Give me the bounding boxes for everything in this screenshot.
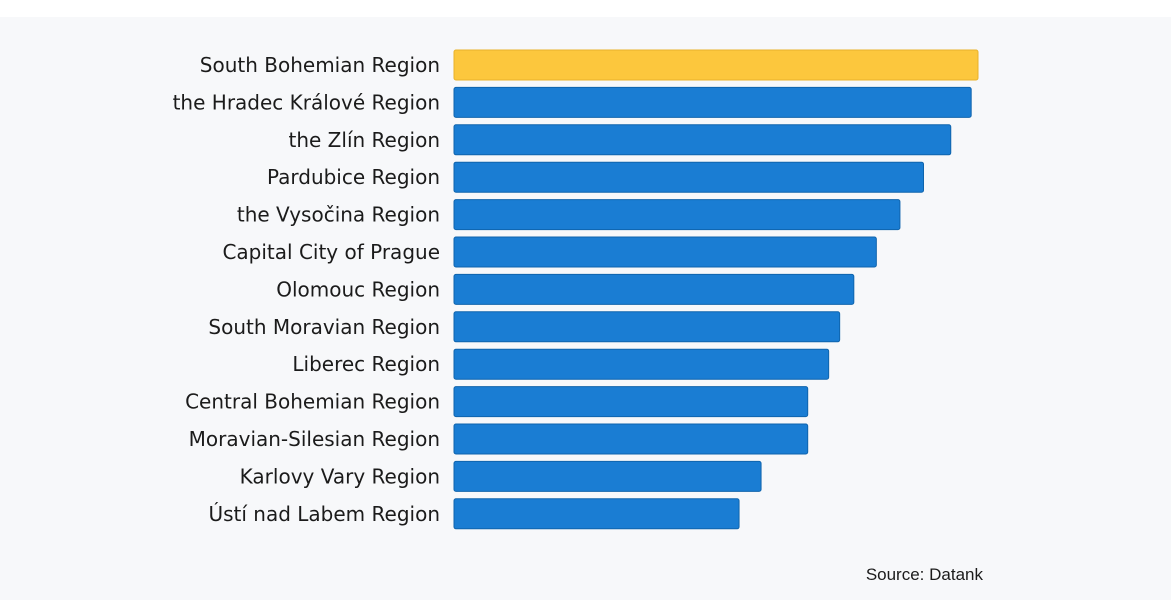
category-label: the Vysočina Region xyxy=(237,203,440,227)
bar-5 xyxy=(453,199,901,231)
category-label: Ústí nad Labem Region xyxy=(208,502,440,526)
bar-9 xyxy=(453,348,830,380)
category-label: Liberec Region xyxy=(292,352,440,376)
bar-7 xyxy=(453,273,855,305)
bar-2 xyxy=(453,86,972,118)
bar-3 xyxy=(453,124,952,156)
bar-13 xyxy=(453,498,740,530)
category-label: the Zlín Region xyxy=(289,128,441,152)
source-note: Source: Datank xyxy=(865,565,983,584)
category-label: Central Bohemian Region xyxy=(185,390,440,414)
bar-12 xyxy=(453,460,762,492)
category-labels-group: South Bohemian Region the Hradec Králové … xyxy=(173,53,440,526)
bar-6 xyxy=(453,236,877,268)
category-label: South Moravian Region xyxy=(208,315,440,339)
category-label: Moravian-Silesian Region xyxy=(189,427,440,451)
bar-1 xyxy=(453,49,979,81)
category-label: the Hradec Králové Region xyxy=(173,90,440,114)
category-label: South Bohemian Region xyxy=(200,53,440,77)
bar-10 xyxy=(453,386,809,418)
category-label: Karlovy Vary Region xyxy=(240,464,440,488)
bar-4 xyxy=(453,161,925,193)
bar-8 xyxy=(453,311,841,343)
bar-11 xyxy=(453,423,809,455)
category-label: Olomouc Region xyxy=(276,277,440,301)
bars-group xyxy=(453,49,979,530)
category-label: Capital City of Prague xyxy=(222,240,440,264)
category-label: Pardubice Region xyxy=(267,165,440,189)
